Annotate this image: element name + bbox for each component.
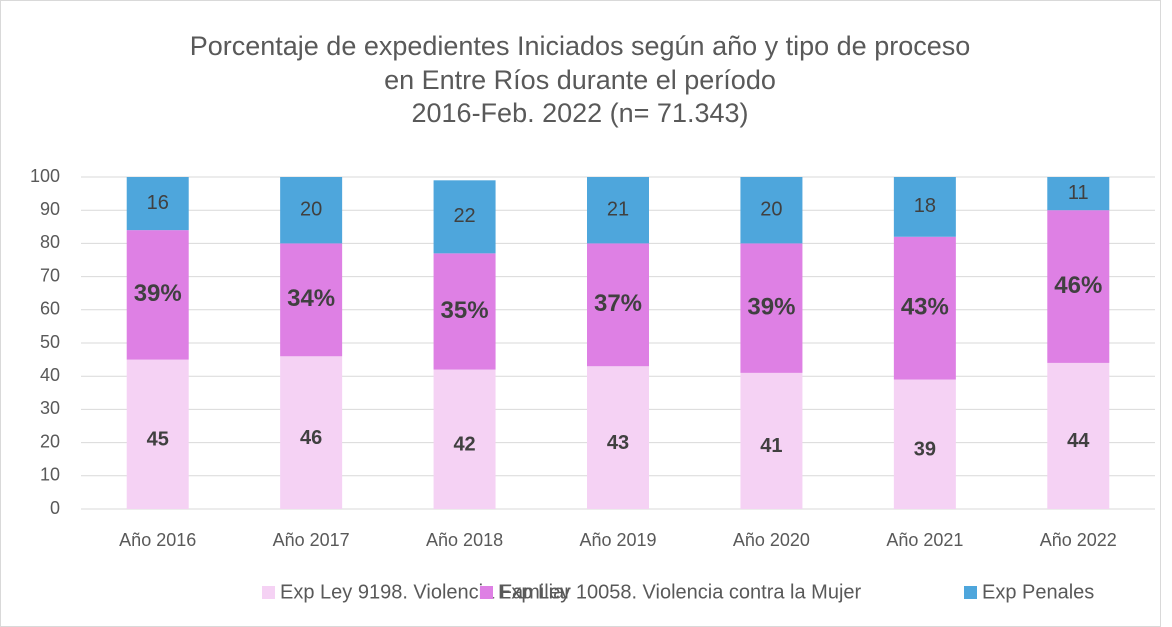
legend-swatch [480,586,493,599]
y-tick-label: 0 [50,498,60,518]
bar-segment [433,253,496,370]
bar-segment [893,177,956,237]
bar-segment [433,369,496,509]
chart-title: en Entre Ríos durante el período [384,65,776,95]
data-label: 16 [147,192,169,214]
data-label: 18 [914,195,936,217]
bar-segment [740,243,803,373]
data-label: 39% [134,280,182,307]
bar-segment [126,177,189,231]
labels: 0 10 20 30 40 50 60 70 80 90 100 Año 2016 45 39% 16 Año… [30,166,1117,604]
legend-swatch [262,586,275,599]
x-tick-label: Año 2020 [733,530,810,550]
y-tick-label: 90 [40,199,60,219]
y-tick-label: 100 [30,166,60,186]
y-tick-label: 50 [40,332,60,352]
data-label: 43% [901,293,949,320]
x-tick-label: Año 2018 [426,530,503,550]
data-label: 39 [914,439,936,461]
data-label: 37% [594,290,642,317]
chart-title: Porcentaje de expedientes Iniciados segú… [190,31,971,61]
legend-label: Exp Ley 9198. Violencia Familiar [280,581,571,603]
data-label: 44 [1067,430,1090,452]
chart-title: 2016-Feb. 2022 (n= 71.343) [412,98,749,128]
data-label: 22 [453,205,475,227]
data-label: 39% [747,293,795,320]
y-tick-label: 60 [40,299,60,319]
bar-segment [280,177,343,244]
y-tick-label: 80 [40,232,60,252]
y-tick-label: 30 [40,398,60,418]
y-tick-label: 20 [40,431,60,451]
legend-label: Exp Penales [982,581,1094,603]
bar-segment [280,356,343,509]
data-label: 20 [300,198,322,220]
data-label: 41 [760,435,782,457]
y-tick-label: 40 [40,365,60,385]
y-tick-label: 70 [40,265,60,285]
x-tick-label: Año 2021 [886,530,963,550]
data-label: 35% [441,297,489,324]
data-label: 43 [607,432,629,454]
data-label: 42 [453,434,475,456]
x-tick-label: Año 2017 [273,530,350,550]
x-tick-label: Año 2016 [119,530,196,550]
bar-segment [587,177,649,244]
data-label: 46% [1054,272,1102,299]
bar-segment [433,180,496,254]
bars [126,177,1110,509]
x-tick-label: Año 2022 [1040,530,1117,550]
y-tick-label: 10 [40,465,60,485]
bar-segment [587,366,649,509]
legend-swatch [964,586,977,599]
data-label: 46 [300,427,322,449]
bar-segment [1047,362,1110,509]
bar-segment [587,243,649,367]
bar-segment [126,359,189,509]
legend-label: Exp Ley 10058. Violencia contra la Mujer [498,581,862,603]
data-label: 34% [287,285,335,312]
bar-segment [1047,177,1110,211]
data-label: 11 [1068,182,1089,204]
bar-segment [126,230,189,360]
bar-segment [893,379,956,509]
bar-segment [740,177,803,244]
bar-segment [740,372,803,509]
x-tick-label: Año 2019 [579,530,656,550]
data-label: 45 [147,429,169,451]
bar-segment [1047,210,1110,363]
data-label: 20 [760,198,782,220]
bar-segment [893,236,956,380]
data-label: 21 [607,198,629,220]
bar-segment [280,243,343,357]
